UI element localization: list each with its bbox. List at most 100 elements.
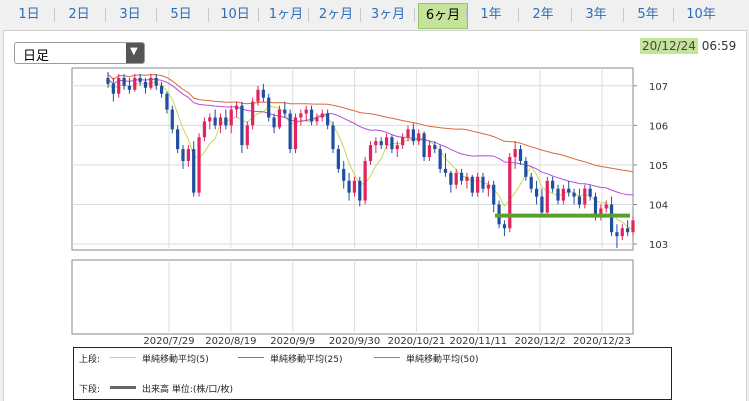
candle-body	[615, 232, 619, 237]
x-tick-label: 2020/9/9	[270, 336, 315, 347]
candle-body	[459, 172, 464, 181]
tab-1[interactable]: 2日	[68, 7, 90, 22]
candle-body	[256, 89, 260, 102]
candle-body	[159, 85, 164, 94]
tab-3[interactable]: 5日	[170, 7, 192, 22]
period-select[interactable]: 日足 ▼	[14, 42, 145, 64]
candle-body	[567, 188, 571, 193]
candle-body	[486, 184, 490, 189]
candle-body	[358, 180, 362, 201]
tab-0[interactable]: 1日	[18, 7, 40, 22]
chevron-down-icon[interactable]: ▼	[126, 43, 144, 63]
candle-body	[593, 196, 598, 217]
candle-body	[213, 117, 217, 126]
moving-average-50	[107, 73, 634, 173]
legend-box: 上段: 単純移動平均(5) 単純移動平均(25) 単純移動平均(50) 下段: …	[73, 347, 672, 400]
legend-upper-label: 上段:	[79, 355, 101, 365]
tab-7[interactable]: 3ヶ月	[370, 7, 406, 22]
candle-body	[551, 180, 555, 189]
x-tick-label: 2020/7/29	[143, 336, 194, 347]
tab-5[interactable]: 1ヶ月	[268, 7, 304, 22]
candle-body	[481, 176, 485, 189]
candle-body	[176, 129, 180, 150]
candle-body	[192, 149, 196, 193]
x-tick-label: 2020/11/11	[449, 336, 507, 347]
candle-body	[202, 121, 207, 138]
candle-body	[304, 109, 308, 114]
candle-body	[138, 77, 142, 82]
x-tick-label: 2020/8/19	[205, 336, 256, 347]
candle-body	[240, 105, 244, 146]
candle-body	[133, 77, 137, 90]
candle-body	[395, 145, 399, 150]
candle-body	[165, 93, 169, 110]
tab-10[interactable]: 2年	[532, 7, 554, 22]
candle-body	[127, 85, 132, 90]
candle-body	[261, 89, 265, 98]
candle-body	[422, 133, 426, 158]
candle-body	[417, 133, 421, 142]
price-plot-area	[71, 67, 634, 251]
candle-body	[283, 109, 287, 114]
candle-body	[245, 125, 249, 146]
timestamp-date: 20/12/24	[640, 38, 698, 54]
tab-separator	[414, 8, 415, 22]
tab-separator	[308, 8, 309, 22]
candle-body	[288, 113, 292, 150]
candle-body	[572, 192, 576, 197]
tab-9[interactable]: 1年	[480, 7, 502, 22]
candle-body	[224, 117, 228, 126]
tab-4[interactable]: 10日	[220, 7, 250, 22]
tab-13[interactable]: 10年	[686, 7, 716, 22]
candle-body	[267, 97, 271, 118]
legend-ma25: 単純移動平均(25)	[270, 355, 343, 365]
candle-body	[588, 188, 592, 197]
candle-body	[111, 83, 115, 94]
candle-body	[492, 184, 496, 205]
candle-body	[218, 117, 223, 126]
candle-body	[379, 141, 383, 146]
candle-body	[620, 228, 624, 237]
candle-body	[465, 176, 469, 181]
candle-body	[331, 125, 335, 150]
candle-body	[411, 129, 415, 142]
x-tick-label: 2020/10/21	[388, 336, 446, 347]
candle-body	[143, 81, 148, 88]
candle-body	[122, 77, 126, 86]
tab-separator	[623, 8, 624, 22]
period-tab-bar: 1日 2日 3日 5日 10日 1ヶ月 2ヶ月 3ヶ月 6ヶ月 1年 2年 3年 5年 10年	[0, 0, 749, 30]
candle-body	[556, 188, 560, 201]
candle-body	[181, 149, 185, 161]
candle-body	[518, 149, 523, 161]
legend-lower-label: 下段:	[79, 385, 101, 395]
candle-body	[229, 109, 233, 126]
tab-separator	[156, 8, 157, 22]
candle-body	[374, 141, 378, 146]
candle-body	[577, 196, 582, 205]
moving-average-5	[107, 81, 634, 231]
tab-12[interactable]: 5年	[637, 7, 659, 22]
candle-body	[272, 117, 276, 128]
tab-2[interactable]: 3日	[119, 7, 141, 22]
x-tick-label: 2020/12/2	[515, 336, 566, 347]
candle-body	[106, 77, 110, 84]
legend-volume: 出来高 単位:(株/口/枚)	[142, 385, 233, 395]
x-tick-label: 2020/12/23	[573, 336, 631, 347]
candle-body	[454, 172, 458, 185]
period-select-value: 日足	[23, 49, 50, 64]
tab-separator	[466, 8, 467, 22]
candle-body	[117, 77, 121, 94]
tab-8[interactable]: 6ヶ月	[418, 3, 468, 29]
candle-body	[368, 145, 373, 161]
tab-separator	[208, 8, 209, 22]
candle-body	[524, 160, 528, 177]
tab-11[interactable]: 3年	[585, 7, 607, 22]
x-tick-label: 2020/9/30	[329, 336, 380, 347]
candle-body	[197, 137, 201, 193]
candle-body	[208, 117, 212, 122]
candle-body	[170, 109, 174, 130]
tab-6[interactable]: 2ヶ月	[318, 7, 354, 22]
candle-body	[609, 204, 614, 233]
candle-body	[626, 228, 630, 233]
